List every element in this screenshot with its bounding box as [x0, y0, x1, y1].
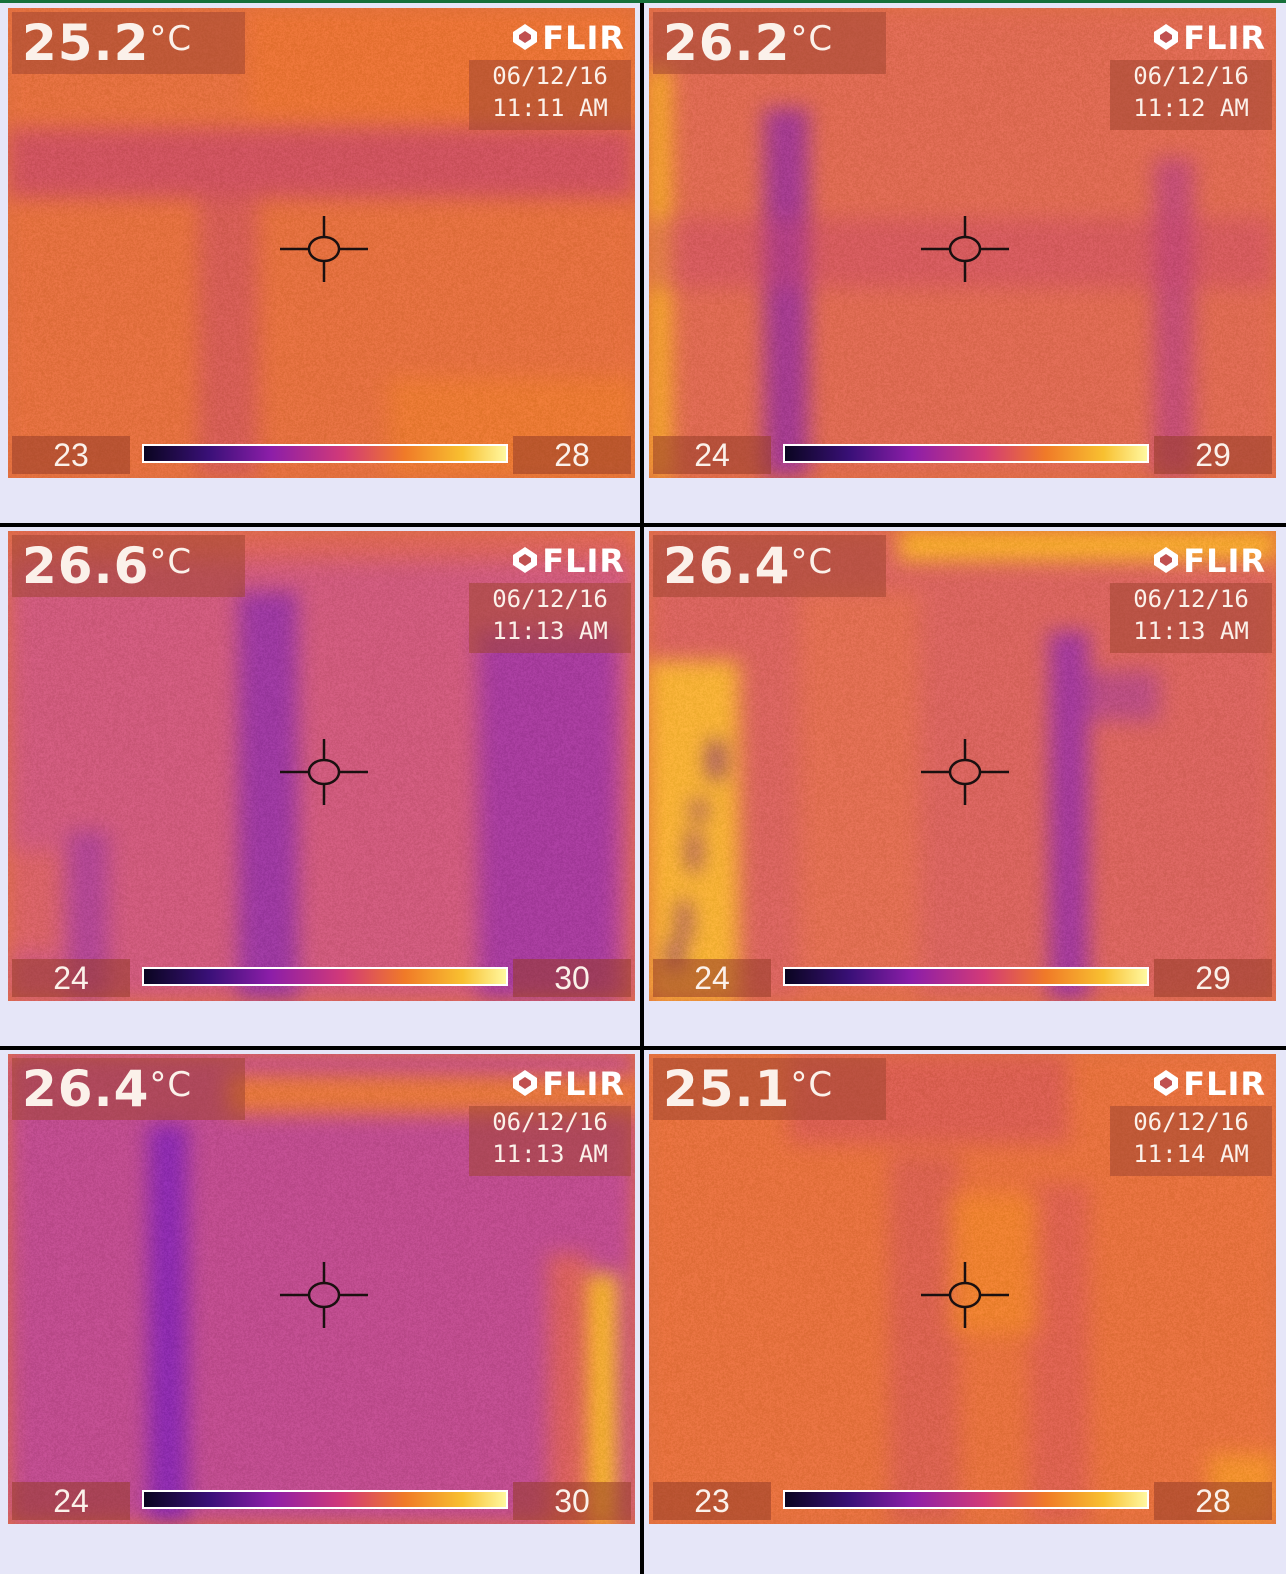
grid-horizontal-divider-1	[0, 523, 1286, 527]
thermal-frame-2: 26.2°C FLIR 06/12/16 11:12 AM 24 29	[649, 8, 1276, 478]
temperature-readout: 26.4°C	[653, 535, 886, 597]
flir-diamond-icon	[1153, 546, 1179, 574]
scale-min: 24	[12, 959, 130, 997]
temperature-scale: 24 29	[649, 957, 1276, 1001]
crosshair-icon	[921, 739, 1009, 805]
grid-vertical-divider	[640, 3, 644, 1574]
flir-diamond-icon	[1153, 23, 1179, 51]
scale-max: 30	[513, 1482, 631, 1520]
capture-date: 06/12/16	[469, 1106, 631, 1138]
temperature-readout: 26.6°C	[12, 535, 245, 597]
temperature-scale: 24 30	[8, 1480, 635, 1524]
scale-min: 24	[653, 959, 771, 997]
timestamp-box: 06/12/16 11:12 AM	[1110, 60, 1272, 130]
capture-date: 06/12/16	[469, 60, 631, 92]
timestamp-box: 06/12/16 11:14 AM	[1110, 1106, 1272, 1176]
brand-name: FLIR	[542, 19, 625, 57]
temperature-unit: °C	[790, 19, 833, 59]
thermal-frame-1: 25.2°C FLIR 06/12/16 11:11 AM 23 28	[8, 8, 635, 478]
capture-date: 06/12/16	[1110, 1106, 1272, 1138]
palette-gradient	[783, 1490, 1149, 1509]
scale-max: 28	[513, 436, 631, 474]
temperature-scale: 24 29	[649, 434, 1276, 478]
temperature-scale: 23 28	[8, 434, 635, 478]
timestamp-box: 06/12/16 11:13 AM	[469, 1106, 631, 1176]
temperature-readout: 25.2°C	[12, 12, 245, 74]
crosshair-icon	[921, 1262, 1009, 1328]
capture-time: 11:14 AM	[1110, 1138, 1272, 1170]
crosshair-icon	[280, 1262, 368, 1328]
crosshair-icon	[280, 216, 368, 282]
flir-diamond-icon	[512, 23, 538, 51]
scale-min: 24	[12, 1482, 130, 1520]
capture-date: 06/12/16	[1110, 60, 1272, 92]
flir-logo: FLIR	[475, 543, 625, 579]
temperature-unit: °C	[790, 542, 833, 582]
temperature-scale: 24 30	[8, 957, 635, 1001]
crosshair-icon	[280, 739, 368, 805]
capture-date: 06/12/16	[469, 583, 631, 615]
temperature-readout: 26.4°C	[12, 1058, 245, 1120]
brand-name: FLIR	[1183, 542, 1266, 580]
scale-max: 30	[513, 959, 631, 997]
temperature-value: 25.1	[663, 1060, 790, 1118]
capture-time: 11:12 AM	[1110, 92, 1272, 124]
brand-name: FLIR	[542, 542, 625, 580]
scale-max: 29	[1154, 436, 1272, 474]
temperature-scale: 23 28	[649, 1480, 1276, 1524]
temperature-value: 26.4	[22, 1060, 149, 1118]
grid-horizontal-divider-2	[0, 1046, 1286, 1050]
scale-max: 28	[1154, 1482, 1272, 1520]
brand-name: FLIR	[1183, 1065, 1266, 1103]
scale-min: 24	[653, 436, 771, 474]
temperature-unit: °C	[149, 19, 192, 59]
temperature-value: 26.4	[663, 537, 790, 595]
thermal-frame-3: 26.6°C FLIR 06/12/16 11:13 AM 24 30	[8, 531, 635, 1001]
timestamp-box: 06/12/16 11:13 AM	[1110, 583, 1272, 653]
temperature-value: 26.6	[22, 537, 149, 595]
palette-gradient	[783, 967, 1149, 986]
capture-time: 11:13 AM	[469, 1138, 631, 1170]
temperature-unit: °C	[149, 1065, 192, 1105]
flir-diamond-icon	[512, 546, 538, 574]
temperature-unit: °C	[790, 1065, 833, 1105]
thermal-frame-6: 25.1°C FLIR 06/12/16 11:14 AM 23 28	[649, 1054, 1276, 1524]
scale-min: 23	[653, 1482, 771, 1520]
timestamp-box: 06/12/16 11:11 AM	[469, 60, 631, 130]
temperature-unit: °C	[149, 542, 192, 582]
crosshair-icon	[921, 216, 1009, 282]
flir-diamond-icon	[1153, 1069, 1179, 1097]
scale-min: 23	[12, 436, 130, 474]
capture-time: 11:13 AM	[469, 615, 631, 647]
flir-diamond-icon	[512, 1069, 538, 1097]
palette-gradient	[142, 444, 508, 463]
palette-gradient	[783, 444, 1149, 463]
palette-gradient	[142, 1490, 508, 1509]
temperature-value: 26.2	[663, 14, 790, 72]
flir-logo: FLIR	[1116, 543, 1266, 579]
thermal-frame-4: 26.4°C FLIR 06/12/16 11:13 AM 24 29	[649, 531, 1276, 1001]
flir-logo: FLIR	[475, 1066, 625, 1102]
flir-logo: FLIR	[1116, 20, 1266, 56]
temperature-value: 25.2	[22, 14, 149, 72]
palette-gradient	[142, 967, 508, 986]
temperature-readout: 26.2°C	[653, 12, 886, 74]
capture-time: 11:13 AM	[1110, 615, 1272, 647]
scale-max: 29	[1154, 959, 1272, 997]
thermal-frame-5: 26.4°C FLIR 06/12/16 11:13 AM 24 30	[8, 1054, 635, 1524]
temperature-readout: 25.1°C	[653, 1058, 886, 1120]
timestamp-box: 06/12/16 11:13 AM	[469, 583, 631, 653]
capture-date: 06/12/16	[1110, 583, 1272, 615]
brand-name: FLIR	[542, 1065, 625, 1103]
capture-time: 11:11 AM	[469, 92, 631, 124]
brand-name: FLIR	[1183, 19, 1266, 57]
flir-logo: FLIR	[1116, 1066, 1266, 1102]
flir-logo: FLIR	[475, 20, 625, 56]
